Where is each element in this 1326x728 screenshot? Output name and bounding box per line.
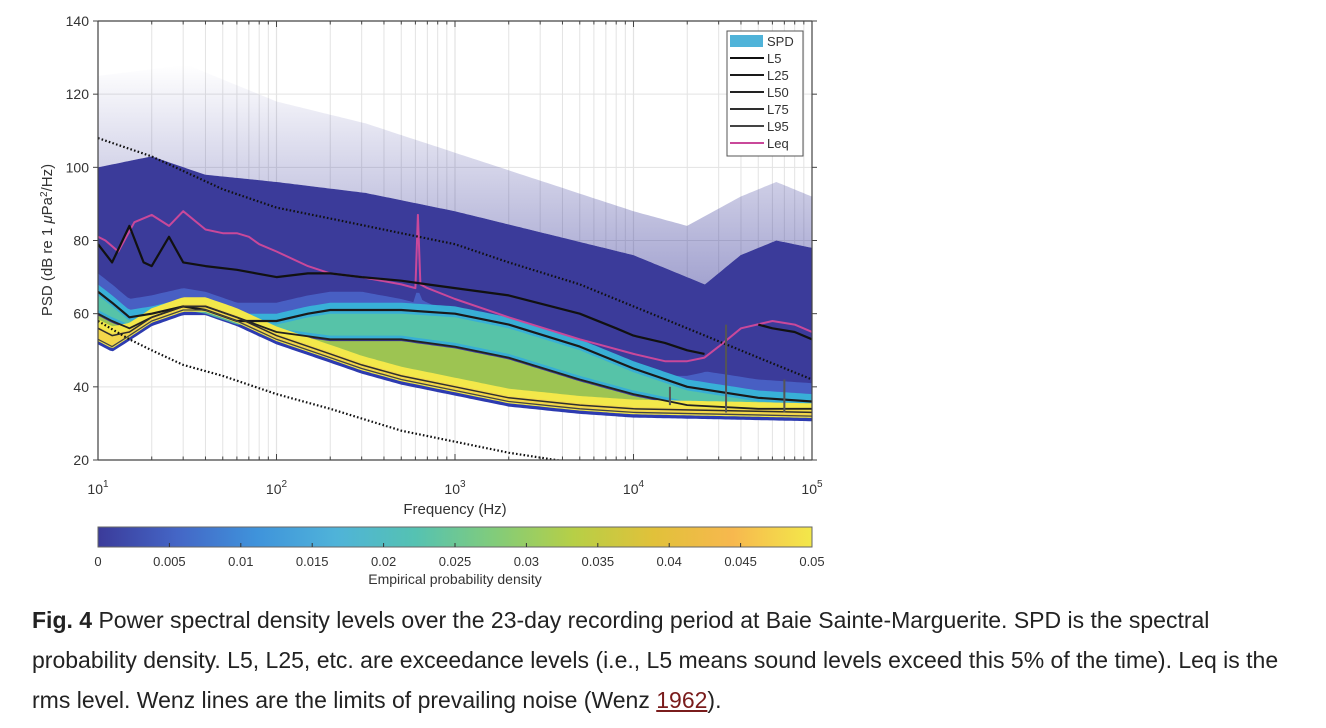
x-tick-base: 10: [87, 481, 103, 497]
y-axis-label-sup: 2: [39, 191, 50, 197]
legend-entry-l95-label: L95: [767, 119, 789, 134]
x-tick-exponent: 4: [639, 479, 645, 490]
colorbar-tick-label: 0.035: [582, 554, 615, 569]
legend: SPD L5 L25 L50 L75 L95 Leq: [726, 30, 804, 157]
y-axis-label-mu: μ: [39, 215, 56, 224]
legend-entry-l5-label: L5: [767, 51, 781, 66]
x-tick-label: 101: [87, 479, 109, 497]
x-tick-base: 10: [801, 481, 817, 497]
series-line-l95: [98, 309, 812, 417]
legend-entry-l50-label: L50: [767, 85, 789, 100]
spd-figure: 101 102 103 104 105 20 40 60 80 100 120 140 Freque…: [39, 13, 825, 587]
series-line-l5: [98, 224, 705, 355]
y-tick-label: 100: [66, 159, 90, 175]
colorbar-label: Empirical probability density: [368, 571, 542, 587]
x-tick-base: 10: [266, 481, 282, 497]
colorbar-tick-label: 0.015: [296, 554, 329, 569]
series-line-l25: [98, 290, 812, 403]
x-tick-label: 105: [801, 479, 823, 497]
legend-entry-spd-swatch: [730, 35, 763, 47]
caption-text: Power spectral density levels over the 2…: [32, 607, 1279, 713]
colorbar: 0 0.005 0.01 0.015 0.02 0.025 0.03 0.035 0.04 0.0…: [94, 526, 825, 569]
y-axis-label-prefix: PSD (dB re 1: [39, 224, 56, 317]
x-tick-label: 103: [444, 479, 466, 497]
legend-entry-l25-label: L25: [767, 68, 789, 83]
spd-band-green: [98, 295, 812, 406]
x-axis-label: Frequency (Hz): [403, 501, 506, 518]
series-line-leq: [98, 210, 812, 363]
y-tick-label: 20: [73, 452, 89, 468]
spd-sparse-region: [98, 64, 812, 285]
figure-caption: Fig. 4 Power spectral density levels ove…: [32, 600, 1312, 720]
caption-reference-link[interactable]: 1962: [656, 687, 708, 713]
series-line-l75: [98, 305, 812, 414]
colorbar-tick-label: 0.005: [153, 554, 186, 569]
colorbar-tick-label: 0.01: [228, 554, 253, 569]
colorbar-tick-label: 0.04: [657, 554, 682, 569]
y-axis-label: PSD (dB re 1 μPa2/Hz): [39, 164, 57, 316]
colorbar-tick-label: 0: [94, 554, 101, 569]
y-tick-label: 60: [73, 306, 89, 322]
legend-entry-l75-label: L75: [767, 102, 789, 117]
x-tick-exponent: 1: [103, 479, 109, 490]
colorbar-tick-label: 0.05: [799, 554, 824, 569]
y-tick-label: 40: [73, 379, 89, 395]
x-tick-base: 10: [444, 481, 460, 497]
x-tick-label: 104: [623, 479, 645, 497]
x-tick-exponent: 3: [460, 479, 466, 490]
spd-band-lime: [98, 300, 812, 411]
series-line-l5-high-: [758, 323, 812, 341]
caption-end: ).: [707, 687, 722, 713]
x-tick-labels: 101 102 103 104 105: [87, 479, 823, 497]
y-tick-label: 80: [73, 233, 89, 249]
y-tick-label: 120: [66, 86, 90, 102]
y-tick-labels: 20 40 60 80 100 120 140: [66, 13, 90, 468]
y-tick-label: 140: [66, 13, 90, 29]
spd-band-mid-low: [98, 273, 812, 402]
colorbar-tick-label: 0.02: [371, 554, 396, 569]
axes: [93, 20, 817, 461]
y-axis-label-suffix: /Hz): [39, 164, 56, 192]
x-tick-exponent: 2: [282, 479, 288, 490]
legend-entry-leq-label: Leq: [767, 136, 789, 151]
x-tick-label: 102: [266, 479, 288, 497]
colorbar-tick-label: 0.025: [439, 554, 472, 569]
spd-band-high: [98, 297, 812, 418]
legend-entry-spd-label: SPD: [767, 34, 794, 49]
x-tick-exponent: 5: [817, 479, 823, 490]
y-axis-label-unit: Pa: [39, 196, 56, 215]
series-lines: [98, 137, 812, 460]
colorbar-tick-label: 0.045: [724, 554, 757, 569]
legend-box: [726, 30, 804, 157]
x-tick-base: 10: [623, 481, 639, 497]
colorbar-tick-label: 0.03: [514, 554, 539, 569]
caption-figure-label: Fig. 4: [32, 607, 93, 633]
